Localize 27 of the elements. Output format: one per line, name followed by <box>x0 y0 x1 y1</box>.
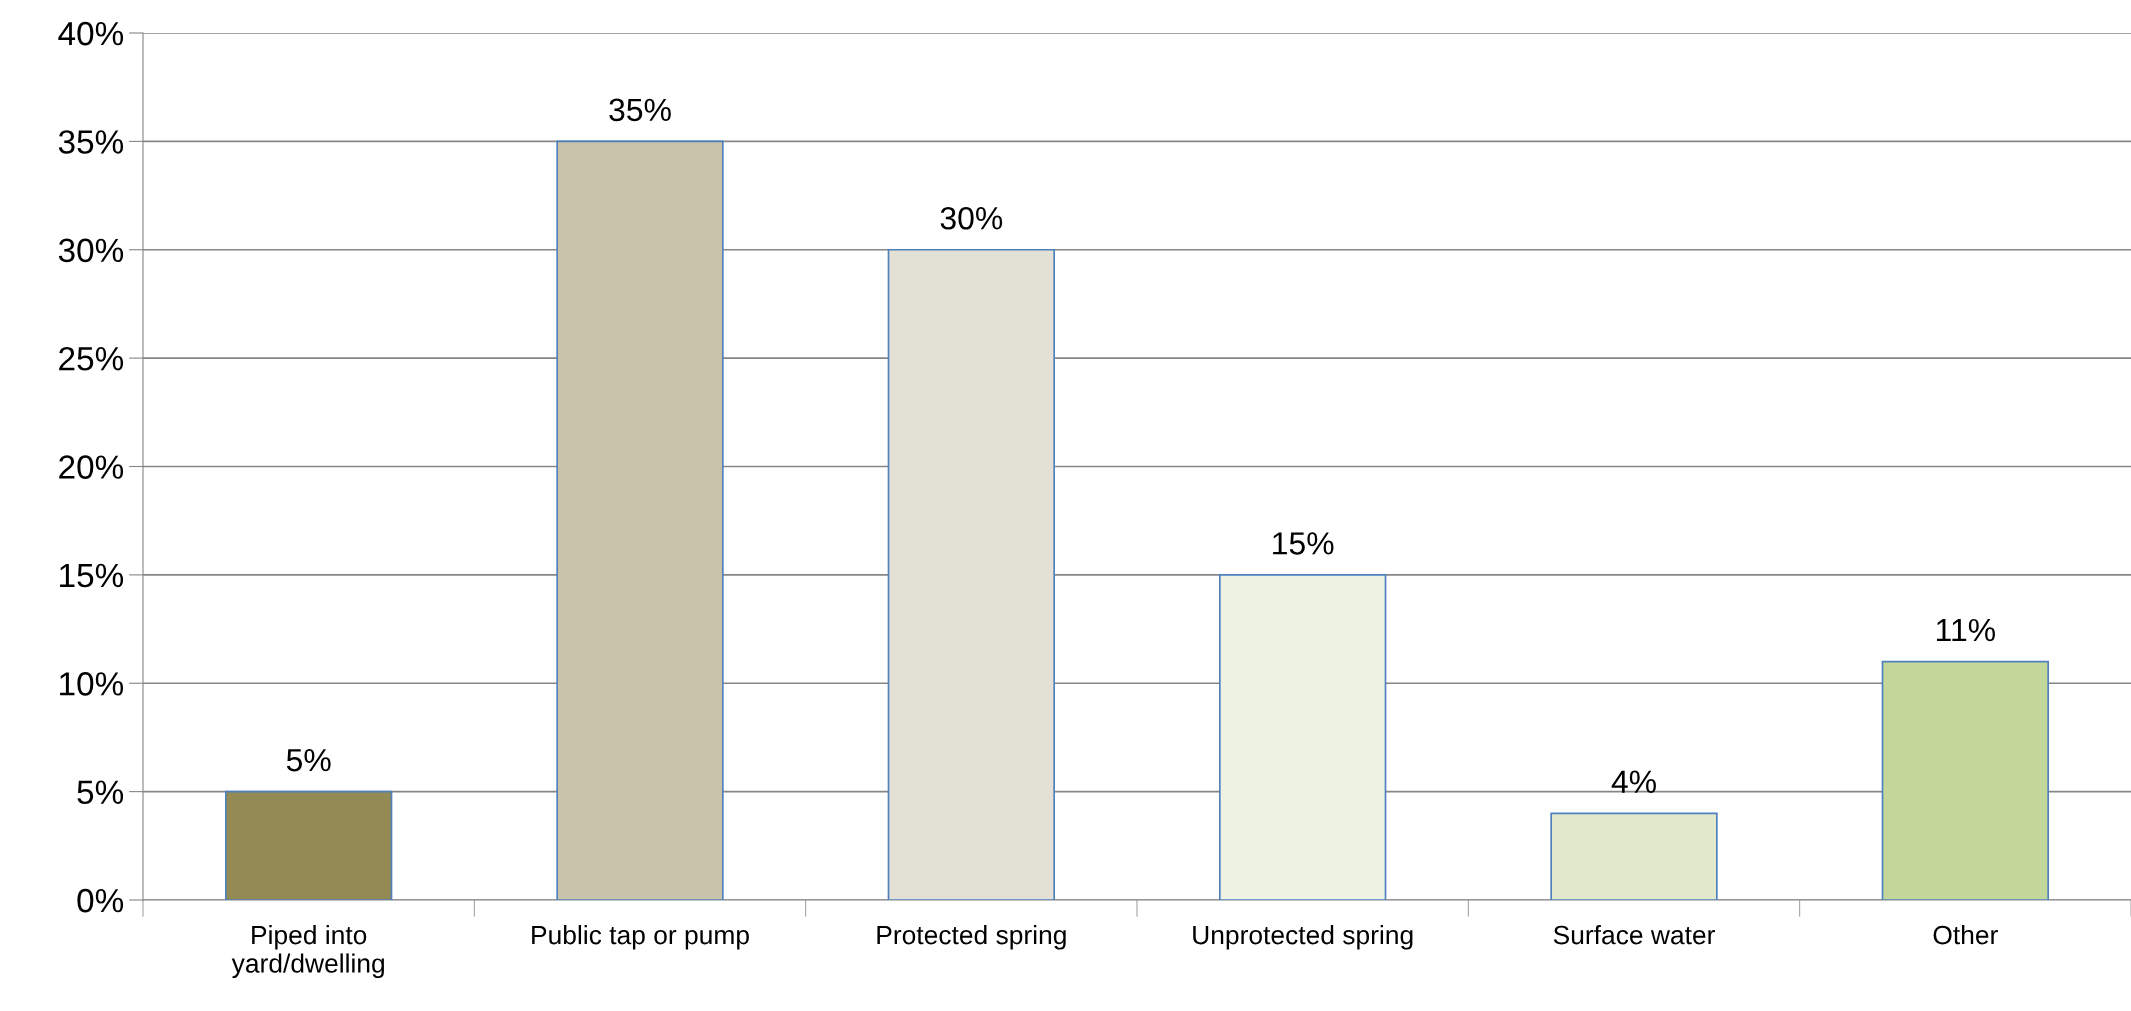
bar <box>1881 660 2050 900</box>
y-tick-label: 5% <box>77 780 124 805</box>
bar <box>556 140 724 900</box>
x-tick-label: Surface water <box>1553 925 1715 945</box>
x-tick-label: Public tap or pump <box>532 925 749 950</box>
bar <box>1550 812 1718 900</box>
y-tick-label: 0% <box>77 888 124 913</box>
data-label: 35% <box>609 98 671 122</box>
bar <box>224 790 393 900</box>
x-tick-label: Other <box>1933 925 1998 945</box>
y-tick-label: 30% <box>58 238 124 263</box>
x-tick-label: Protected spring <box>877 925 1066 950</box>
bar <box>1218 574 1387 900</box>
y-tick-label: 20% <box>59 455 124 479</box>
y-tick-label: 40% <box>58 21 124 46</box>
data-label: 11% <box>1936 618 1995 642</box>
y-tick-label: 15% <box>60 563 124 588</box>
data-label: 5% <box>286 748 331 772</box>
data-label: 4% <box>1611 770 1656 793</box>
y-tick-label: 35% <box>58 130 124 154</box>
bar <box>887 248 1056 900</box>
y-tick-label: 25% <box>59 346 124 371</box>
x-tick-label: Unprotected spring <box>1193 925 1413 950</box>
data-label: 30% <box>940 206 1003 230</box>
y-tick-label: 10% <box>60 672 124 696</box>
x-tick-label: Piped into yard/dwelling <box>231 925 384 979</box>
data-label: 15% <box>1273 532 1334 555</box>
